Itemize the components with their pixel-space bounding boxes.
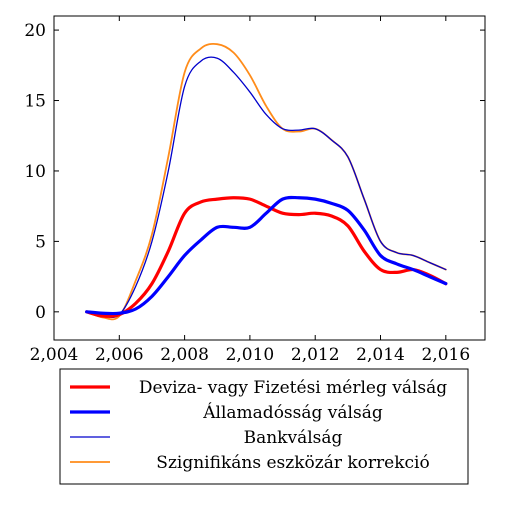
- series-line-3: [85, 42, 447, 321]
- series-line-2: [86, 56, 447, 319]
- series-line-0: [85, 196, 448, 318]
- y-tick-label: 15: [24, 92, 46, 112]
- series-line-1: [85, 195, 448, 316]
- plot-frame: [53, 15, 486, 341]
- x-tick-label: 2,016: [421, 345, 470, 365]
- x-tick-label: 2,010: [226, 345, 275, 365]
- x-tick-label: 2,008: [160, 345, 209, 365]
- x-tick-label: 2,014: [356, 345, 405, 365]
- legend-box: [59, 368, 469, 485]
- x-tick-label: 2,012: [291, 345, 340, 365]
- legend-label-1: Államadósság válság: [202, 402, 383, 423]
- legend-label-0: Deviza- vagy Fizetési mérleg válság: [139, 378, 447, 398]
- x-tick-label: 2,006: [95, 345, 144, 365]
- y-tick-label: 0: [35, 303, 46, 323]
- legend-label-3: Szignifikáns eszközár korrekció: [156, 453, 429, 473]
- y-tick-label: 5: [35, 232, 46, 252]
- y-tick-label: 10: [24, 162, 46, 182]
- legend-label-2: Bankválság: [244, 428, 343, 448]
- x-tick-label: 2,004: [30, 345, 79, 365]
- y-tick-label: 20: [24, 21, 46, 41]
